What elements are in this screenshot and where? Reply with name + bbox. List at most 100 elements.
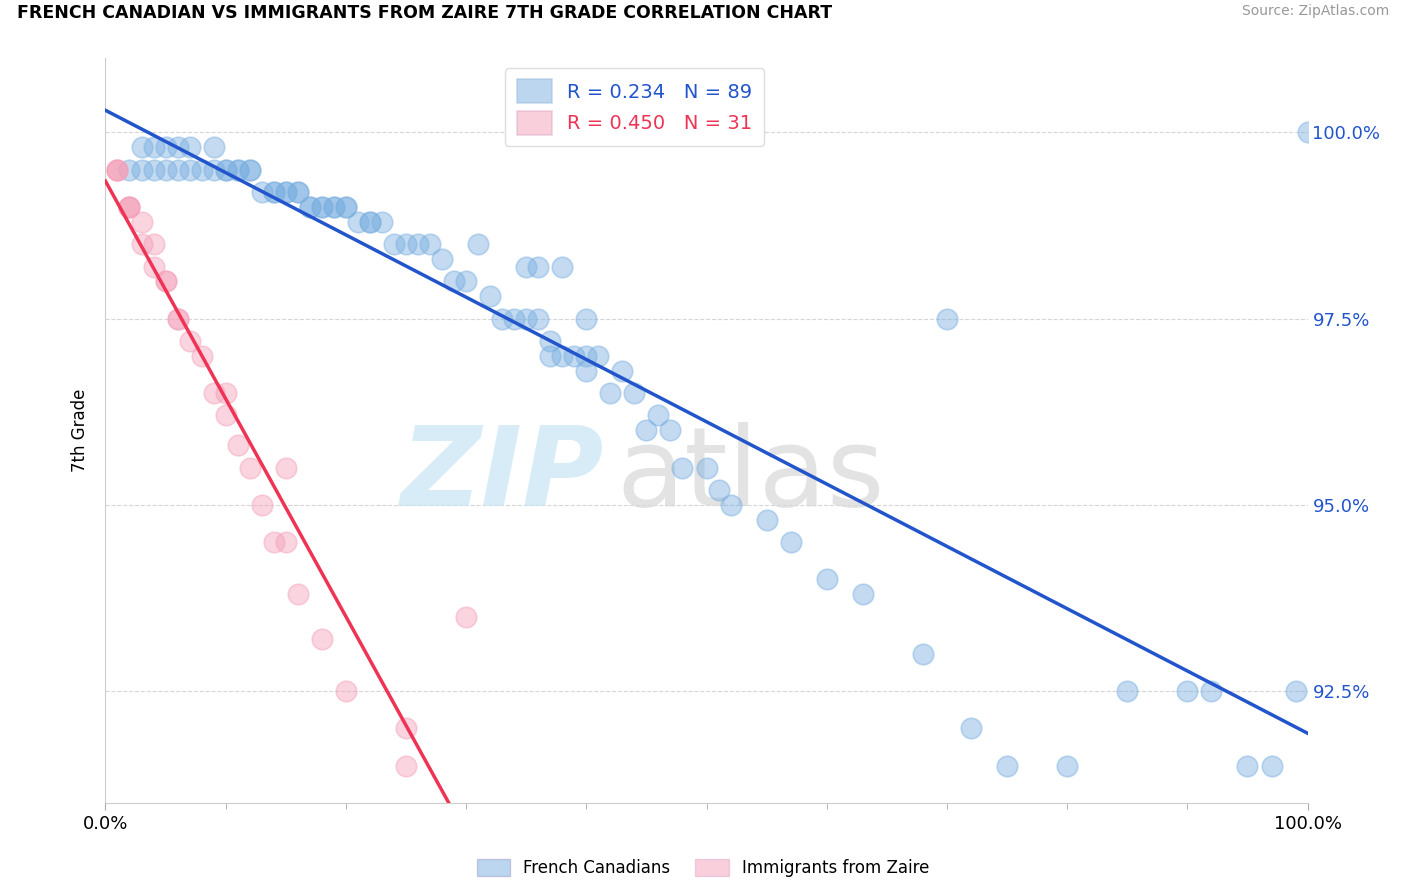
Point — [359, 215, 381, 229]
Point — [551, 260, 574, 274]
Point — [395, 758, 418, 772]
Point — [454, 609, 477, 624]
Point — [155, 274, 177, 288]
Point — [155, 140, 177, 154]
Point — [1175, 684, 1198, 698]
Text: atlas: atlas — [616, 422, 884, 529]
Point — [250, 498, 273, 512]
Point — [720, 498, 742, 512]
Point — [575, 349, 598, 363]
Point — [179, 140, 201, 154]
Point — [527, 311, 550, 326]
Point — [287, 185, 309, 199]
Point — [1236, 758, 1258, 772]
Point — [779, 535, 801, 549]
Point — [190, 162, 212, 177]
Point — [707, 483, 730, 497]
Point — [107, 162, 129, 177]
Point — [612, 364, 634, 378]
Point — [274, 535, 297, 549]
Point — [166, 311, 188, 326]
Point — [538, 349, 561, 363]
Point — [382, 237, 405, 252]
Point — [852, 587, 875, 601]
Text: FRENCH CANADIAN VS IMMIGRANTS FROM ZAIRE 7TH GRADE CORRELATION CHART: FRENCH CANADIAN VS IMMIGRANTS FROM ZAIRE… — [17, 4, 832, 22]
Point — [322, 200, 344, 214]
Point — [226, 162, 249, 177]
Point — [1056, 758, 1078, 772]
Point — [636, 423, 658, 437]
Point — [287, 185, 309, 199]
Point — [214, 409, 236, 423]
Point — [166, 140, 188, 154]
Point — [263, 185, 285, 199]
Point — [647, 409, 669, 423]
Point — [659, 423, 682, 437]
Point — [1260, 758, 1282, 772]
Text: Source: ZipAtlas.com: Source: ZipAtlas.com — [1241, 4, 1389, 19]
Point — [562, 349, 585, 363]
Legend: French Canadians, Immigrants from Zaire: French Canadians, Immigrants from Zaire — [470, 852, 936, 884]
Point — [118, 200, 141, 214]
Point — [202, 386, 225, 401]
Point — [755, 513, 778, 527]
Point — [599, 386, 621, 401]
Point — [214, 386, 236, 401]
Point — [214, 162, 236, 177]
Y-axis label: 7th Grade: 7th Grade — [72, 389, 90, 472]
Point — [815, 572, 838, 586]
Point — [588, 349, 610, 363]
Point — [696, 460, 718, 475]
Point — [239, 162, 262, 177]
Point — [202, 140, 225, 154]
Point — [1296, 125, 1319, 139]
Point — [298, 200, 321, 214]
Point — [515, 311, 537, 326]
Point — [454, 274, 477, 288]
Point — [239, 460, 262, 475]
Point — [107, 162, 129, 177]
Point — [1116, 684, 1139, 698]
Point — [179, 334, 201, 348]
Point — [166, 162, 188, 177]
Point — [263, 535, 285, 549]
Point — [142, 237, 165, 252]
Point — [995, 758, 1018, 772]
Point — [118, 162, 141, 177]
Point — [322, 200, 344, 214]
Point — [131, 237, 153, 252]
Point — [371, 215, 394, 229]
Point — [214, 162, 236, 177]
Point — [118, 200, 141, 214]
Point — [911, 647, 934, 661]
Point — [419, 237, 441, 252]
Point — [155, 162, 177, 177]
Point — [190, 349, 212, 363]
Point — [226, 438, 249, 452]
Point — [274, 460, 297, 475]
Point — [515, 260, 537, 274]
Point — [671, 460, 693, 475]
Point — [142, 162, 165, 177]
Point — [287, 587, 309, 601]
Point — [335, 200, 357, 214]
Point — [347, 215, 370, 229]
Point — [503, 311, 526, 326]
Point — [551, 349, 574, 363]
Point — [263, 185, 285, 199]
Point — [274, 185, 297, 199]
Point — [623, 386, 645, 401]
Point — [359, 215, 381, 229]
Point — [311, 632, 333, 646]
Point — [166, 311, 188, 326]
Point — [239, 162, 262, 177]
Point — [406, 237, 429, 252]
Point — [936, 311, 959, 326]
Point — [311, 200, 333, 214]
Point — [226, 162, 249, 177]
Point — [527, 260, 550, 274]
Point — [575, 311, 598, 326]
Point — [155, 274, 177, 288]
Point — [202, 162, 225, 177]
Point — [107, 162, 129, 177]
